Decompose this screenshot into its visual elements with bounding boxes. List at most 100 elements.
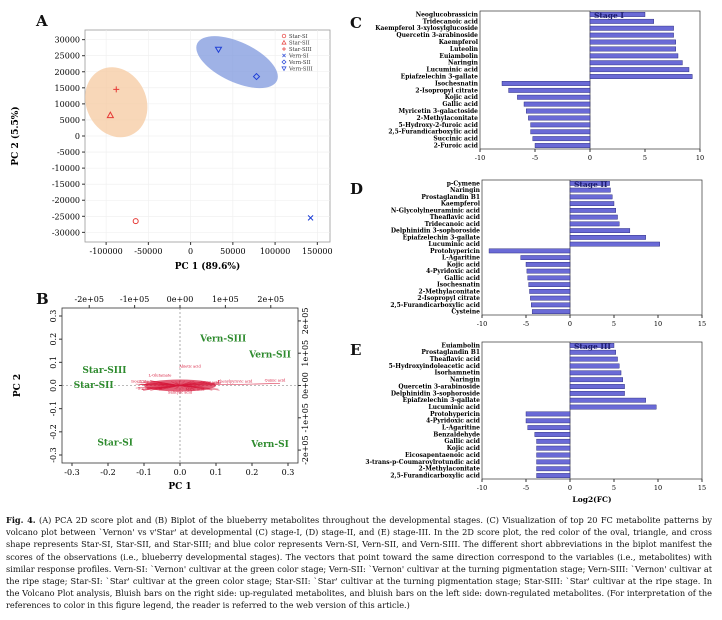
metabolite-label: Gallic acid [444,438,480,445]
fc-bar [589,39,677,45]
metabolite-label: 2-Isopropyl citrate [417,295,480,302]
y-tick-label: -5000 [57,148,80,157]
metabolite-label: Epiafzelechin 3-gallate [401,73,479,80]
y-axis-label: PC 2 (5.5%) [10,106,21,165]
metabolite-label: Epiafzelechin 3-gallate [403,234,481,241]
star-confidence-ellipse [85,67,148,138]
legend-symbol [281,66,287,72]
panel-e: E -10 -5 0 5 10 15 Euiambolin Prostaglandin B1 T… [345,333,722,508]
plot-frame [481,341,703,480]
fc-bar [569,397,646,403]
y-tick-label: -10000 [52,164,80,173]
right-tick-label: 0e+00 [301,372,310,399]
left-tick-label: -0.1 [49,401,58,416]
fc-bar [569,370,622,376]
x-tick-label: 100000 [260,247,291,256]
x-tick-label: 5 [643,154,647,162]
metabolite-label: Lucuminic acid [428,241,480,248]
metabolite-label: Quercetin 3-arabinoside [398,383,480,390]
x-tick-label: 150000 [302,247,333,256]
sample-label: Vern-SIII [199,334,246,344]
right-tick-label: -2e+05 [301,435,310,464]
metabolite-label: Kaempferol [439,39,479,46]
fc-bar [589,60,683,66]
metabolite-label: 2-Isopropyl citrate [415,87,478,94]
fc-bar [589,18,654,24]
panel-a: A -100000 -50000 0 50000 100000 150000 30000 25… [0,0,345,275]
y-tick-label: 5000 [60,116,80,125]
fc-bar [569,349,616,355]
metabolite-label: Euiambolin [439,53,478,60]
legend-symbol [281,39,287,45]
fc-bar [525,262,571,267]
variable-label: Quinic acid [265,379,286,383]
metabolite-label: Gallic acid [444,275,480,282]
metabolite-label: Delphinidin 3-sophoroside [391,228,480,235]
metabolite-label: Kojic acid [447,445,481,452]
metabolite-label: Quercetin 3-arabinoside [396,32,478,39]
metabolite-label: 2-Furoic acid [434,142,479,149]
x-tick-label: -10 [477,320,487,328]
fc-bar [530,129,591,135]
metabolite-label: 3-trans-p-Coumaroylrotundic acid [365,459,480,466]
sample-label: Vern-SII [248,351,291,361]
fc-bar [569,208,616,213]
x-axis-label: PC 1 (89.6%) [175,261,240,272]
bottom-tick-label: 0.2 [246,468,259,477]
fc-bar [589,46,677,52]
metabolite-label: 5-Hydroxy-2-furoic acid [398,122,478,129]
legend-symbol [281,33,287,39]
metabolite-label: 4-Pyridoxic acid [426,418,481,425]
vern-sii-point [252,72,261,81]
metabolite-label: Tridecanoic acid [423,18,479,25]
metabolite-label: 2-Methylaconitate [419,288,481,295]
bottom-tick-label: 0.1 [210,468,223,477]
x-tick-label: 0 [568,320,572,328]
x-tick-label: 10 [654,320,662,328]
variable-label: Abietic acid [178,365,201,369]
left-tick-label: 0.1 [49,356,58,369]
fc-bar [523,101,591,107]
fc-bar [508,87,591,93]
fc-bar [589,74,693,79]
right-tick-label: 2e+05 [301,308,310,335]
x-tick-label: 0 [188,247,193,256]
fc-bar [526,268,571,274]
left-tick-label: 0.2 [49,333,58,346]
star-si-point [132,218,139,225]
metabolite-label: Eicosapentaenoic acid [405,452,481,459]
top-tick-label: 0e+00 [167,295,194,304]
fc-bar [569,404,657,410]
metabolite-label: Protohypericin [430,248,481,255]
x-axis-label: PC 1 [168,482,191,492]
variable-label: Succinic acid [138,387,163,391]
right-tick-label: -1e+05 [301,403,310,432]
metabolite-label: Epiafzelechin 3-gallate [403,397,481,404]
metabolite-label: Myricetin 3-galactoside [398,108,478,115]
metabolite-label: Kaempferol 3-xylosylglucoside [375,25,478,32]
metabolite-label: L-Agaritine [442,425,480,432]
fc-bar [589,32,674,38]
panel-e-label: E [350,341,362,359]
x-tick-label: 5 [612,484,616,492]
fc-bar [520,255,571,260]
star-siii-point [113,86,120,93]
fc-bar [525,418,571,424]
metabolite-label: 2,5-Furandicarboxylic acid [390,472,480,479]
fc-bar [536,445,571,451]
variable-label: Salicylic acid [168,391,193,395]
legend-label: Vern-SII [288,60,311,66]
metabolite-label: 4-Pyridoxic acid [426,268,481,275]
metabolite-label: 5-Hydroxyindoleacetic acid [389,363,481,370]
variable-vector [179,383,281,386]
fc-bar [517,94,591,100]
bottom-tick-label: -0.1 [136,468,151,477]
top-tick-label: 1e+05 [212,295,239,304]
x-tick-label: -5 [523,484,529,492]
fc-bar [589,12,646,17]
metabolite-label: Succinic acid [433,136,478,143]
legend-label: Star-SIII [289,47,312,53]
metabolite-label: Theaflavic acid [430,214,481,221]
legend-label: Vern-SI [288,54,309,60]
